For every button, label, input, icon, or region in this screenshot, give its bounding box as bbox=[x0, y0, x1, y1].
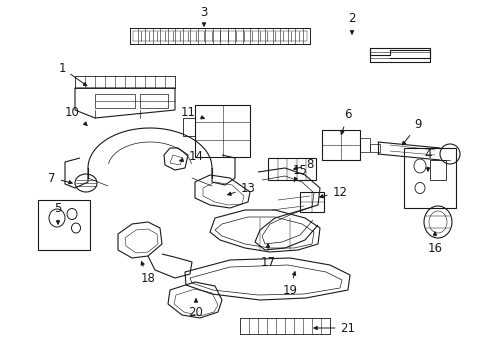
Bar bbox=[195, 105, 249, 157]
Bar bbox=[321, 130, 359, 160]
Text: 13: 13 bbox=[227, 181, 255, 195]
Text: 5: 5 bbox=[54, 202, 61, 224]
Text: 15: 15 bbox=[292, 163, 307, 182]
Text: 21: 21 bbox=[313, 321, 355, 334]
Bar bbox=[183, 118, 195, 136]
Text: 4: 4 bbox=[424, 148, 431, 171]
Text: 20: 20 bbox=[188, 299, 203, 319]
Text: 1: 1 bbox=[58, 62, 87, 86]
Text: 10: 10 bbox=[64, 105, 87, 125]
Bar bbox=[140, 94, 168, 108]
Text: 6: 6 bbox=[340, 108, 351, 134]
Bar bbox=[429, 160, 445, 180]
Bar bbox=[38, 200, 90, 250]
Text: 8: 8 bbox=[293, 158, 313, 171]
Bar bbox=[369, 144, 379, 152]
Text: 19: 19 bbox=[282, 272, 297, 297]
Text: 9: 9 bbox=[402, 118, 421, 145]
Bar bbox=[403, 148, 455, 208]
Bar bbox=[95, 94, 135, 108]
Text: 16: 16 bbox=[427, 232, 442, 255]
Text: 14: 14 bbox=[179, 149, 203, 162]
Text: 2: 2 bbox=[347, 12, 355, 34]
Bar bbox=[267, 158, 315, 180]
Text: 7: 7 bbox=[48, 171, 72, 184]
Text: 17: 17 bbox=[260, 244, 275, 269]
Text: 3: 3 bbox=[200, 5, 207, 26]
Text: 12: 12 bbox=[319, 185, 347, 198]
Text: 11: 11 bbox=[180, 105, 204, 119]
Text: 18: 18 bbox=[140, 262, 155, 284]
Bar bbox=[359, 138, 369, 152]
Bar bbox=[299, 192, 324, 212]
